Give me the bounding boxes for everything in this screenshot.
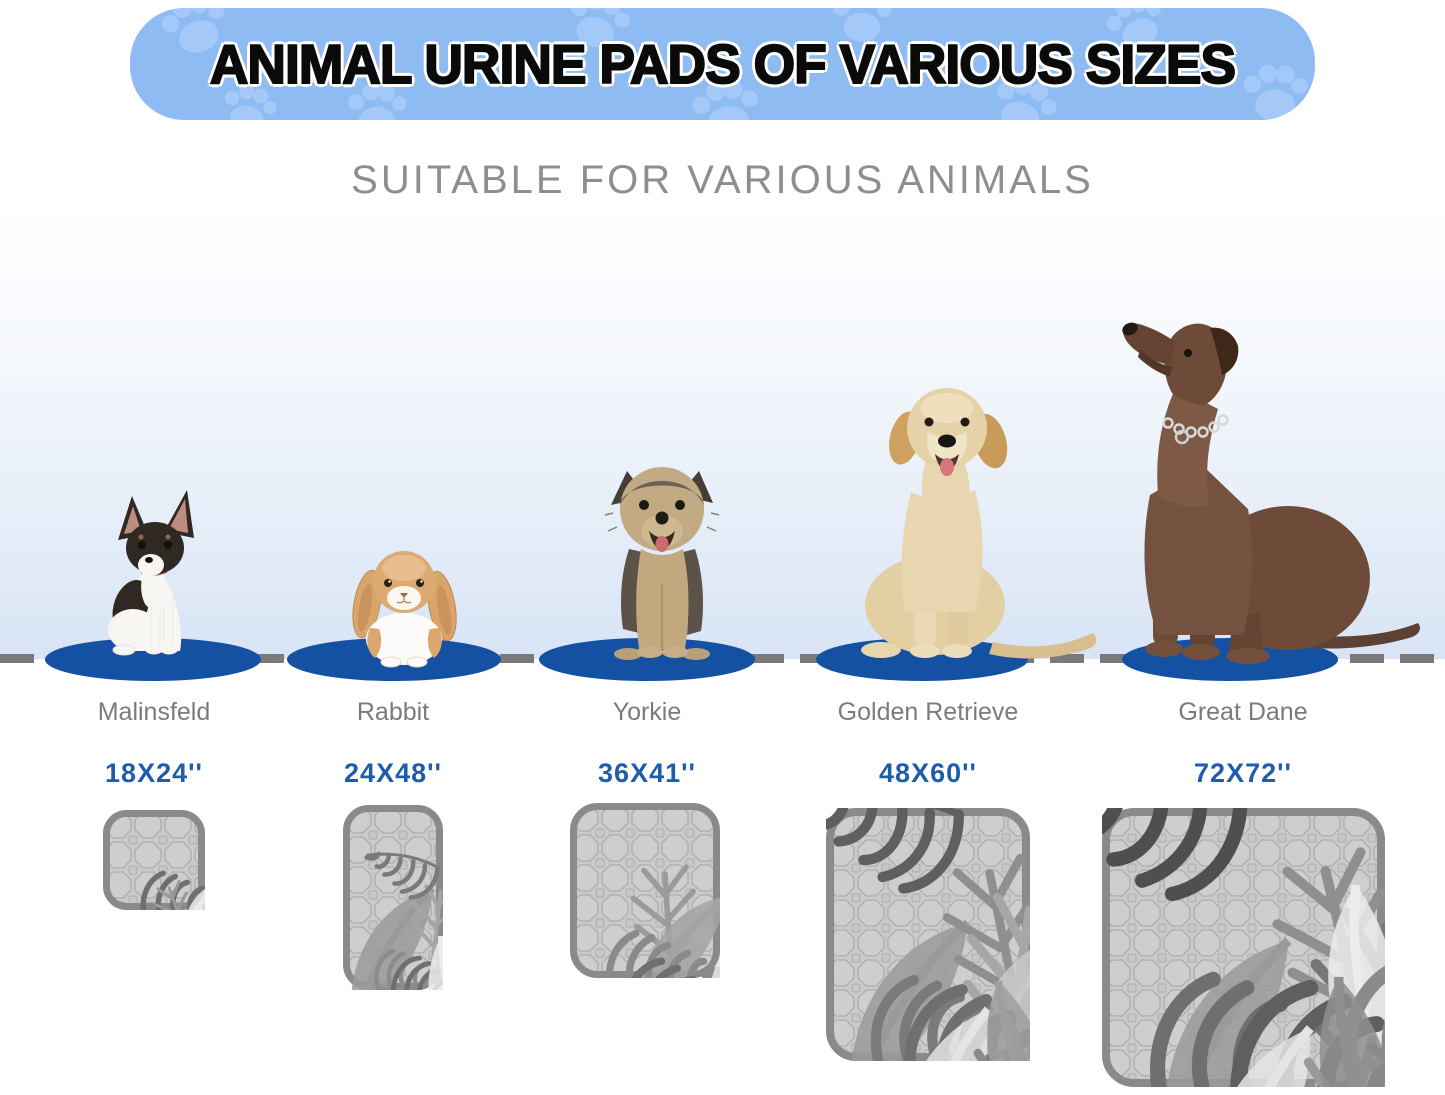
pee-pad-graphic-18x24 [103, 810, 205, 910]
golden-retriever-photo [861, 388, 1097, 659]
pee-pad-graphic-72x72 [1102, 808, 1385, 1087]
animal-name-label: Great Dane [1178, 698, 1308, 726]
page-subtitle: SUITABLE FOR VARIOUS ANIMALS [351, 158, 1094, 202]
animal-name-label: Yorkie [612, 698, 682, 726]
yorkie-photo [604, 467, 720, 660]
animal-name-label: Rabbit [356, 698, 430, 726]
animal-name-label: Golden Retrieve [837, 698, 1019, 726]
rabbit-photo [352, 551, 457, 668]
pee-pad-graphic-48x60 [826, 808, 1030, 1061]
title-banner: ANIMAL URINE PADS OF VARIOUS SIZES [130, 8, 1315, 120]
pad-size-label: 24X48'' [344, 758, 442, 788]
great-dane-photo [1122, 322, 1420, 664]
pad-size-label: 72X72'' [1194, 758, 1292, 788]
animal-name-label: Malinsfeld [97, 698, 211, 726]
pad-size-label: 36X41'' [598, 758, 696, 788]
chihuahua-photo [108, 490, 194, 656]
page-title: ANIMAL URINE PADS OF VARIOUS SIZES [209, 32, 1237, 96]
pee-pad-graphic-24x48 [343, 805, 443, 990]
pee-pad-graphic-36x41 [570, 803, 720, 978]
pad-size-label: 18X24'' [105, 758, 203, 788]
pad-size-label: 48X60'' [879, 758, 977, 788]
